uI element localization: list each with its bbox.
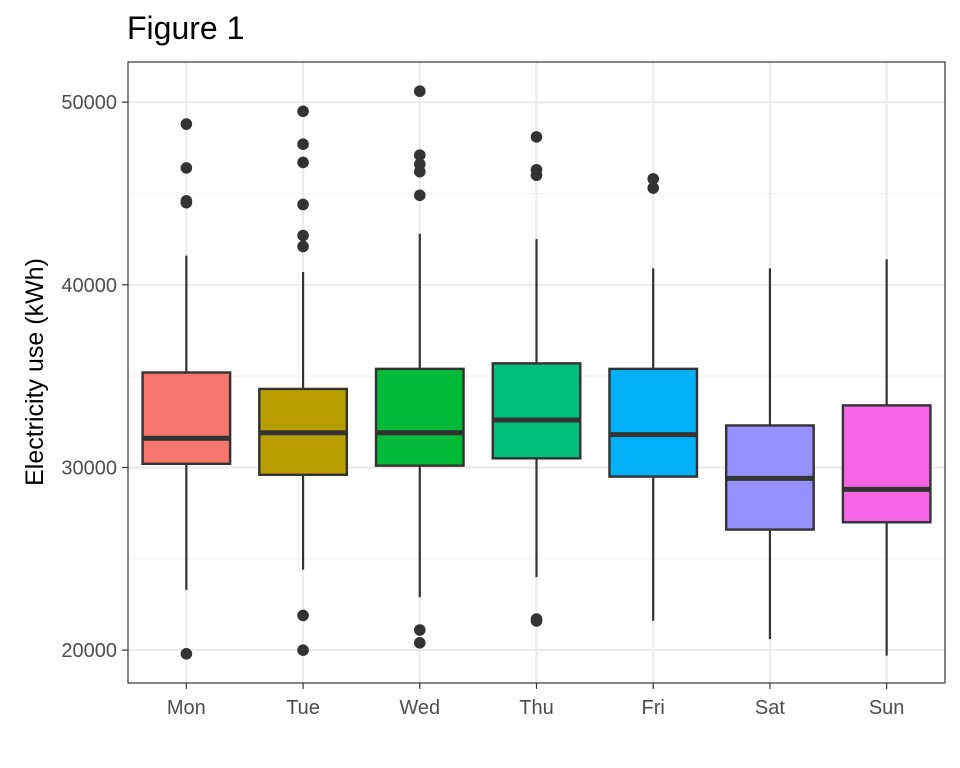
box-wed <box>374 367 465 467</box>
outlier-point <box>180 118 193 130</box>
outlier-point <box>530 613 543 625</box>
outlier-point <box>180 162 193 174</box>
outlier-point <box>297 156 309 169</box>
box-group-fri <box>608 173 699 621</box>
outlier-point <box>413 85 426 98</box>
outlier-point <box>297 644 309 656</box>
box-group-thu <box>491 131 582 627</box>
outlier-point <box>297 609 309 622</box>
x-tick-label: Mon <box>167 697 206 719</box>
outlier-point <box>180 195 193 207</box>
box-sun <box>841 404 932 524</box>
y-tick-label: 40000 <box>61 275 117 297</box>
outlier-point <box>413 158 426 171</box>
outlier-point <box>413 637 426 649</box>
x-tick-label: Wed <box>399 697 440 719</box>
outlier-point <box>413 189 426 202</box>
outlier-point <box>297 229 309 242</box>
outlier-point <box>413 149 426 161</box>
axis-layer: 20000 30000 40000 50000 Mon Tue Wed Thu Fri Sat Su… <box>61 92 904 719</box>
box-group-mon <box>141 118 232 660</box>
outlier-point <box>530 163 543 176</box>
outlier-point <box>297 138 309 150</box>
box-thu <box>491 362 582 460</box>
x-tick-label: Thu <box>519 697 553 719</box>
outlier-point <box>297 240 309 253</box>
box-group-sun <box>841 259 932 656</box>
x-tick-label: Sat <box>755 697 785 719</box>
box-group-tue <box>258 105 349 656</box>
y-tick-label: 30000 <box>61 457 117 479</box>
outlier-point <box>180 647 193 660</box>
box-group-wed <box>374 85 465 649</box>
outlier-point <box>297 105 309 118</box>
y-tick-label: 50000 <box>61 92 117 114</box>
outlier-point <box>297 198 309 211</box>
outlier-point <box>647 173 660 185</box>
outlier-point <box>647 182 660 194</box>
y-tick-label: 20000 <box>61 640 117 662</box>
box-mon <box>141 371 232 466</box>
box-group-sat <box>724 268 815 640</box>
chart-title: Figure 1 <box>127 10 245 46</box>
y-axis-title: Electricity use (kWh) <box>21 258 49 486</box>
outlier-point <box>530 131 543 143</box>
box-fri <box>608 367 699 478</box>
x-tick-label: Sun <box>869 697 905 719</box>
outlier-point <box>413 624 426 636</box>
x-tick-label: Tue <box>286 697 320 719</box>
x-tick-label: Fri <box>642 697 665 719</box>
box-layer <box>141 85 932 660</box>
